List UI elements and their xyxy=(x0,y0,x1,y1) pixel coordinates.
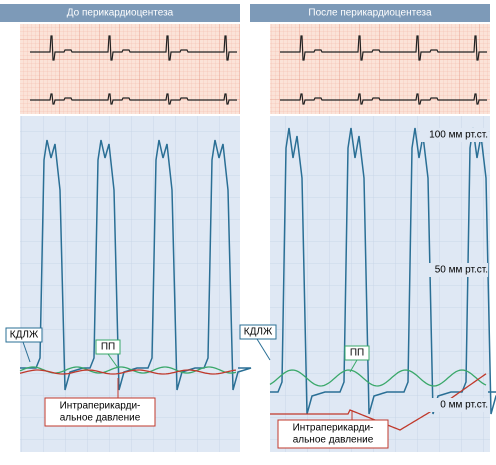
scale-label-bg xyxy=(420,398,488,412)
label-box xyxy=(5,327,43,343)
label-box xyxy=(44,397,156,427)
pericardial-label: альное давление xyxy=(293,435,374,446)
pericardial-pressure-trace xyxy=(19,369,237,375)
scale-label-bg xyxy=(420,128,488,142)
lv-pressure-trace xyxy=(20,139,252,391)
scale-label: 50 мм рт.ст. xyxy=(435,265,488,276)
ra-pressure-trace xyxy=(269,369,487,387)
arrow xyxy=(349,359,358,373)
label-box xyxy=(344,345,370,361)
arrow xyxy=(107,353,119,369)
label-box xyxy=(239,324,277,340)
label-box xyxy=(277,419,389,449)
pericardial-label: альное давление xyxy=(60,413,141,424)
scale-label-bg xyxy=(420,263,488,277)
header-bar xyxy=(0,4,240,22)
ra-label: ПП xyxy=(350,348,364,359)
ecg-trace xyxy=(280,93,487,105)
lv-label: КДЛЖ xyxy=(10,330,39,341)
ra-label: ПП xyxy=(101,342,115,353)
label-box xyxy=(95,339,121,355)
lv-label: КДЛЖ xyxy=(244,327,273,338)
arrow xyxy=(256,338,271,361)
arrow xyxy=(22,341,31,363)
pericardial-label: Интраперикарди- xyxy=(293,423,374,434)
panel-title: После перикардиоцентеза xyxy=(308,8,432,19)
ecg-trace xyxy=(30,93,237,105)
ecg-trace xyxy=(280,35,487,61)
ecg-trace xyxy=(30,35,237,61)
pericardial-label: Интраперикарди- xyxy=(60,401,141,412)
panel-title: До перикардиоцентеза xyxy=(67,8,174,19)
pressure-grid xyxy=(20,116,240,452)
header-bar xyxy=(250,4,490,22)
scale-label: 100 мм рт.ст. xyxy=(429,130,488,141)
scale-label: 0 мм рт.ст. xyxy=(440,400,488,411)
